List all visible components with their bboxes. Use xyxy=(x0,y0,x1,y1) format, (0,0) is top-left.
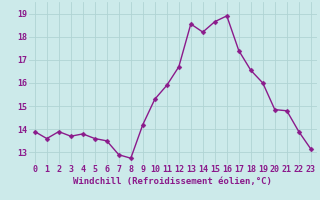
X-axis label: Windchill (Refroidissement éolien,°C): Windchill (Refroidissement éolien,°C) xyxy=(73,177,272,186)
